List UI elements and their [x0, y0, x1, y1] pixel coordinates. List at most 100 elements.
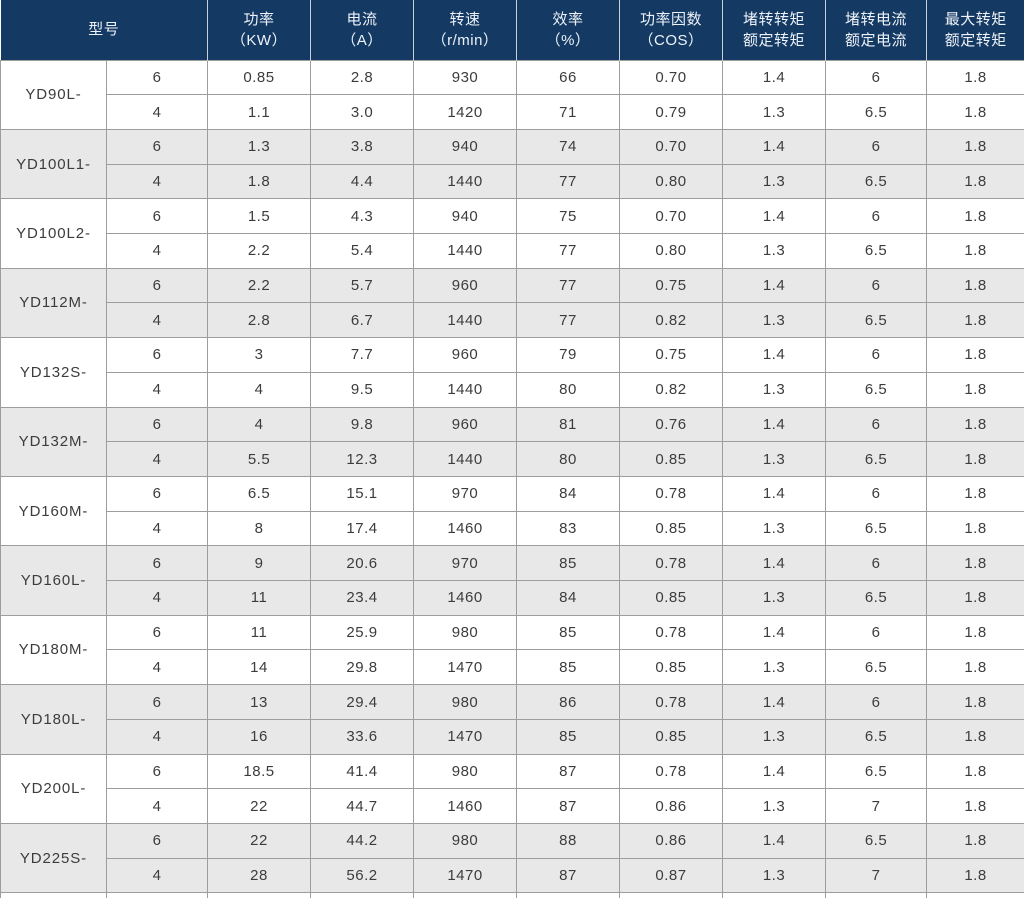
data-cell: 6.5	[825, 753, 928, 790]
pole-cell: 6	[105, 684, 209, 720]
data-cell: 0.82	[619, 302, 724, 339]
data-cell: 1.4	[722, 475, 827, 512]
table-row: 4 22 44.7 1460 87 0.86 1.3 7 1.8	[1, 788, 1024, 824]
data-cell: 940	[413, 128, 518, 165]
data-cell: 80	[516, 371, 621, 408]
data-cell: 1440	[413, 163, 518, 200]
data-cell: 0.78	[619, 614, 724, 651]
data-cell: 1.3	[207, 128, 312, 165]
data-cell: 1.4	[722, 337, 827, 373]
data-cell: 11	[207, 614, 312, 651]
header-current: 电流 （A）	[310, 0, 414, 60]
data-cell: 7.7	[310, 337, 415, 373]
table-row: YD180M- 6 11 25.9 980 85 0.78 1.4 6 1.8	[0, 614, 1024, 686]
data-cell: 9	[207, 545, 312, 582]
data-cell: 33.6	[310, 718, 415, 755]
data-cell: 1.3	[722, 649, 827, 686]
data-cell: 6.5	[825, 580, 928, 616]
data-cell: 1.4	[722, 614, 827, 651]
data-cell: 11	[207, 580, 312, 616]
data-cell: 1460	[413, 580, 518, 616]
data-cell: 44.7	[310, 788, 415, 824]
data-cell: 1.8	[926, 510, 1024, 547]
data-cell: 80	[516, 441, 621, 477]
model-cell: YD90L-	[0, 59, 107, 130]
model-cell: YD180L-	[0, 684, 107, 755]
data-cell	[825, 892, 928, 898]
data-cell: 1460	[413, 510, 518, 547]
data-cell: 980	[413, 614, 518, 651]
data-cell: 6.5	[825, 649, 928, 686]
model-cell: YD180M-	[0, 614, 107, 686]
pole-cell: 6	[105, 545, 209, 582]
table-row: YD132M- 6 4 9.8 960 81 0.76 1.4 6 1.8	[0, 406, 1024, 477]
data-cell: 1.8	[926, 94, 1024, 130]
data-cell: 1.8	[926, 753, 1024, 790]
data-cell: 1.8	[926, 545, 1024, 582]
data-cell: 41.4	[310, 753, 415, 790]
pole-cell: 6	[105, 128, 209, 165]
data-cell: 940	[413, 198, 518, 235]
data-cell: 6	[825, 684, 928, 720]
data-cell: 83	[516, 510, 621, 547]
pole-cell: 4	[105, 371, 209, 408]
data-cell: 79	[516, 337, 621, 373]
data-cell: 1.8	[926, 684, 1024, 720]
data-cell: 6	[825, 475, 928, 512]
data-cell: 0.80	[619, 163, 724, 200]
model-cell: YD160M-	[0, 475, 107, 547]
data-cell: 85	[516, 545, 621, 582]
data-cell: 6.7	[310, 302, 415, 339]
data-cell: 1.4	[722, 406, 827, 443]
data-cell: 960	[413, 267, 518, 304]
data-cell: 1.4	[722, 684, 827, 720]
data-cell: 44.2	[310, 822, 415, 859]
table-row: 4 4 9.5 1440 80 0.82 1.3 6.5 1.8	[1, 371, 1024, 408]
data-cell: 6	[825, 59, 928, 96]
data-cell: 980	[413, 753, 518, 790]
data-cell: 0.85	[619, 649, 724, 686]
data-cell: 6	[825, 614, 928, 651]
data-cell: 87	[516, 857, 621, 894]
header-locked-current-ratio: 堵转电流 额定电流	[825, 0, 927, 60]
data-cell: 0.75	[619, 337, 724, 373]
data-cell: 88	[516, 822, 621, 859]
data-cell: 1.8	[207, 163, 312, 200]
table-row: 4 1.1 3.0 1420 71 0.79 1.3 6.5 1.8	[1, 94, 1024, 130]
data-cell: 6	[825, 406, 928, 443]
data-cell: 1.8	[926, 302, 1024, 339]
data-cell: 9.5	[310, 371, 415, 408]
table-header: 型号 功率 （KW） 电流 （A） 转速 （r/min） 效率 （%）	[0, 0, 1024, 60]
model-cell: YD160L-	[0, 545, 107, 616]
data-cell: 1420	[413, 94, 518, 130]
data-cell: 5.5	[207, 441, 312, 477]
data-cell: 1.8	[926, 59, 1024, 96]
data-cell: 7	[825, 857, 928, 894]
data-cell: 1.5	[207, 198, 312, 235]
data-cell: 1.8	[926, 857, 1024, 894]
data-cell: 6.5	[825, 718, 928, 755]
data-cell: 85	[516, 718, 621, 755]
data-cell: 84	[516, 475, 621, 512]
data-cell: 6.5	[825, 233, 928, 269]
data-cell: 28	[207, 857, 312, 894]
data-cell: 77	[516, 302, 621, 339]
model-cell: YD100L2-	[0, 198, 107, 269]
data-cell: 22	[207, 788, 312, 824]
data-cell: 1470	[413, 718, 518, 755]
data-cell: 1.3	[722, 302, 827, 339]
model-cell: YD100L1-	[0, 128, 107, 200]
data-cell: 1.4	[722, 267, 827, 304]
data-cell: 3.0	[310, 94, 415, 130]
data-cell: 1.3	[722, 371, 827, 408]
data-cell: 1.3	[722, 718, 827, 755]
data-cell: 5.7	[310, 267, 415, 304]
data-cell: 4.3	[310, 198, 415, 235]
data-cell: 2.8	[207, 302, 312, 339]
data-cell: 1.4	[722, 128, 827, 165]
data-cell: 1.8	[926, 406, 1024, 443]
data-cell: 6	[825, 267, 928, 304]
data-cell: 87	[516, 753, 621, 790]
data-cell: 22	[207, 822, 312, 859]
